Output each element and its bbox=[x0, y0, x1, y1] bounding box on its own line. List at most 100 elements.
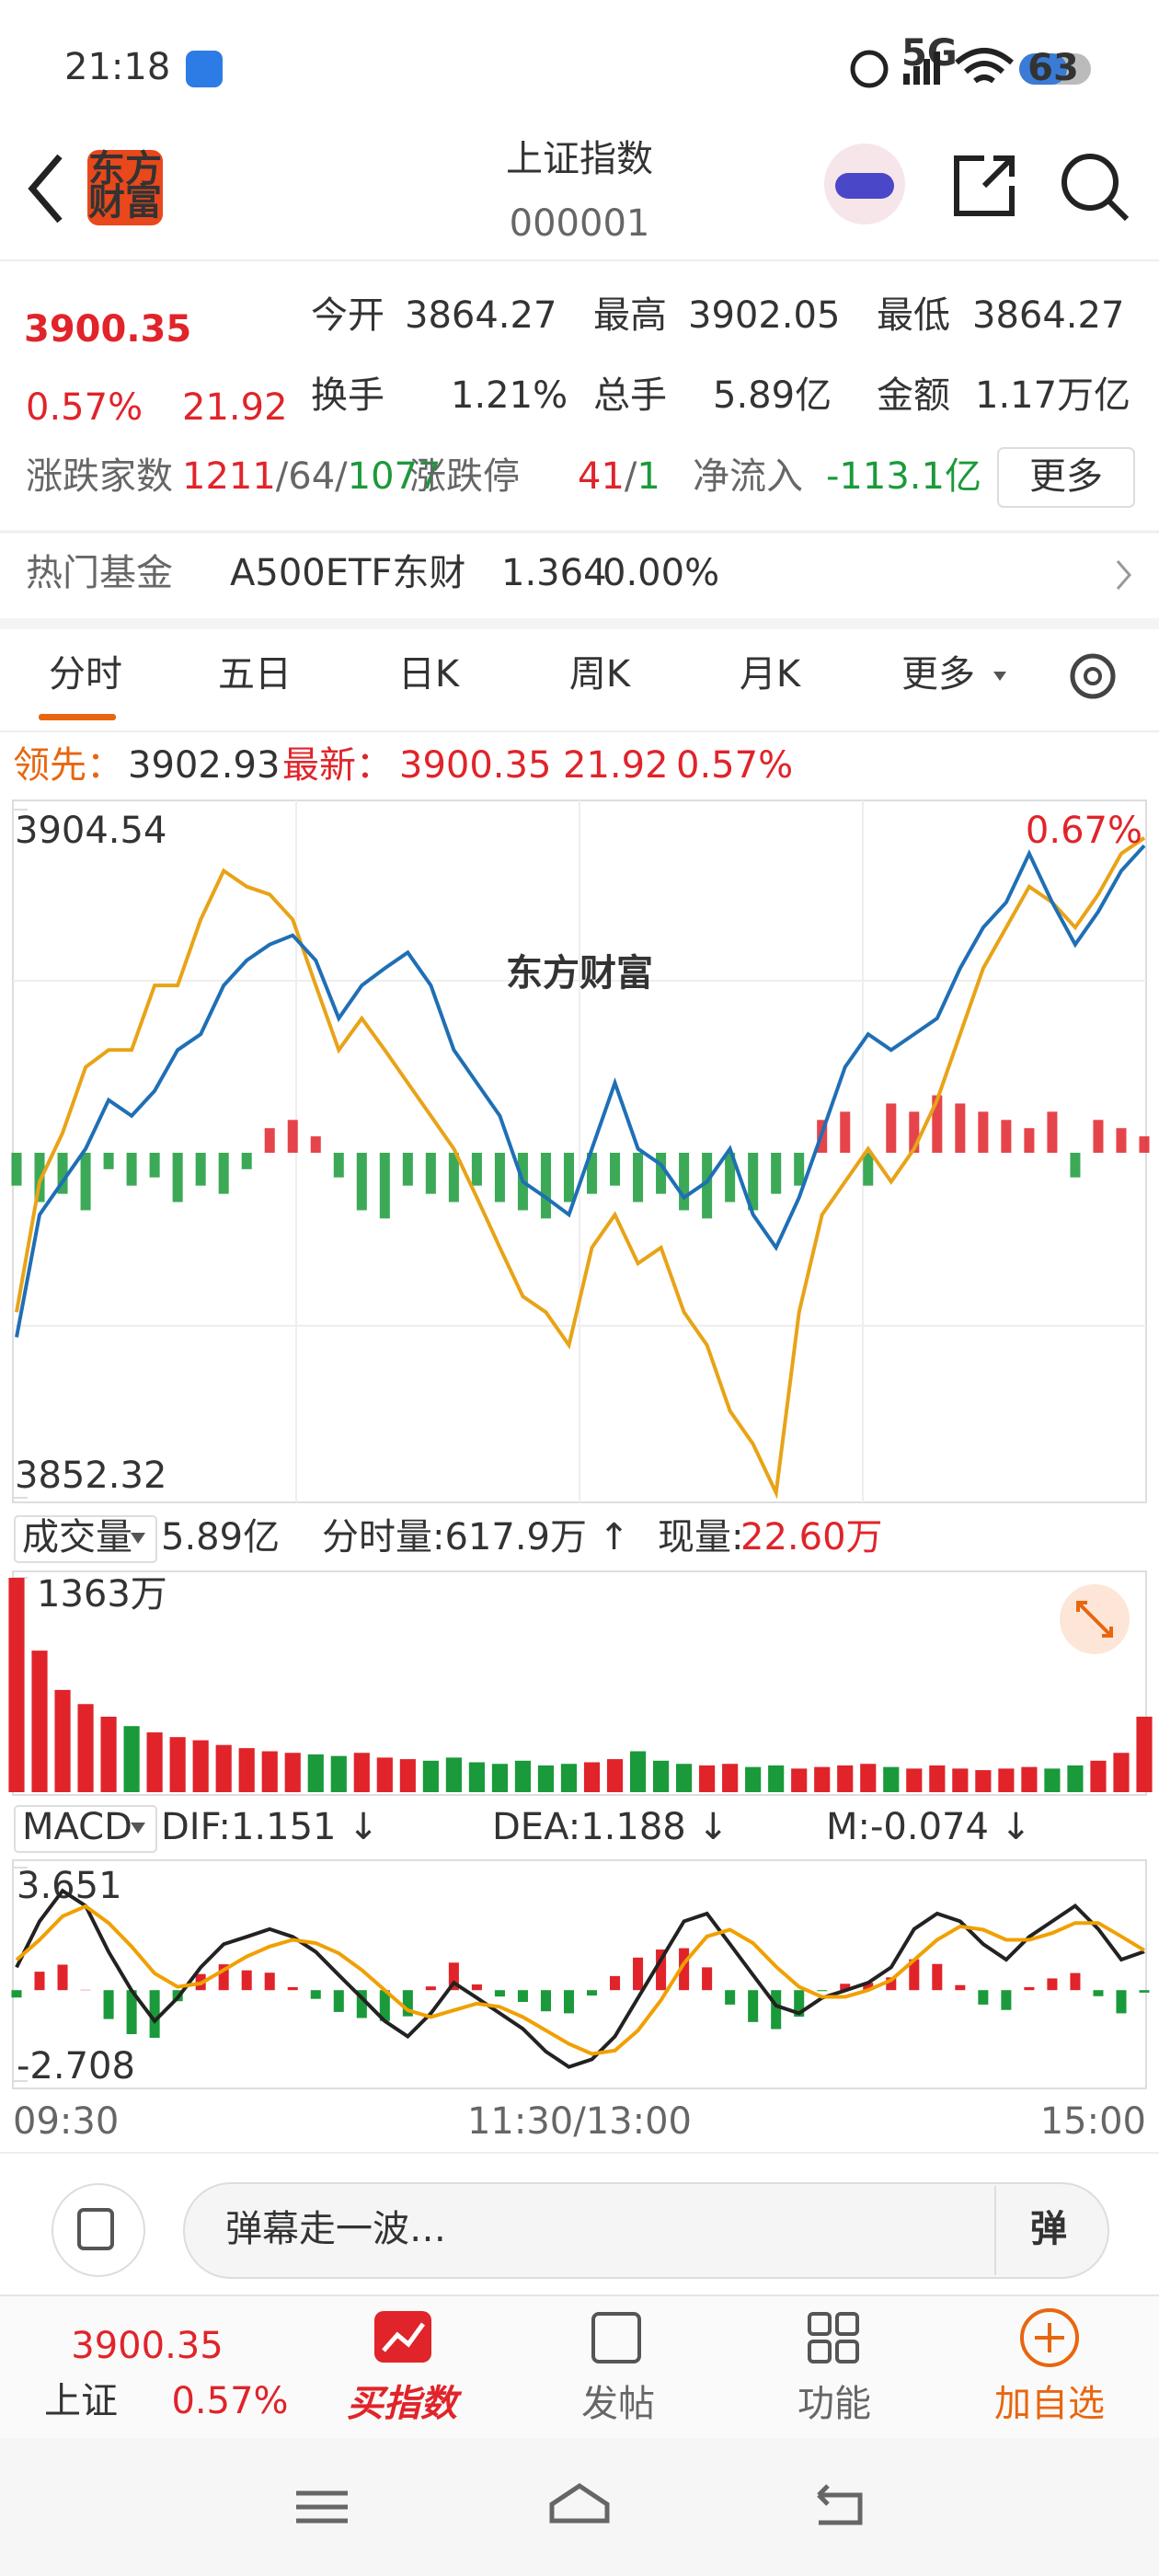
menu-button[interactable] bbox=[296, 2490, 348, 2524]
macd-bar bbox=[241, 1970, 252, 1991]
volume-bar bbox=[169, 1737, 186, 1792]
hot-fund-label: 热门基金 bbox=[26, 552, 173, 594]
back-button[interactable] bbox=[28, 154, 63, 224]
volume-bar bbox=[468, 1762, 485, 1792]
breadth-up: 1211 bbox=[182, 455, 276, 498]
nav-change: 0.57% bbox=[171, 2380, 288, 2422]
macd-bar bbox=[1070, 1972, 1081, 1991]
comment-settings-icon bbox=[77, 2208, 114, 2250]
more-button[interactable] bbox=[997, 447, 1135, 508]
latest-change: 21.92 bbox=[563, 744, 669, 787]
volume-selector[interactable] bbox=[14, 1515, 157, 1563]
danmaku-button[interactable]: 弹 bbox=[1030, 2208, 1067, 2250]
fund-chevron[interactable] bbox=[1116, 560, 1131, 590]
macd-bar bbox=[448, 1962, 459, 1991]
macd-bar bbox=[702, 1967, 713, 1991]
volume-bar bbox=[238, 1748, 255, 1792]
macd-bar bbox=[34, 1972, 45, 1991]
breadth-bar bbox=[80, 1153, 91, 1211]
volume-bar bbox=[399, 1759, 416, 1792]
stat-label: 金额 bbox=[877, 374, 950, 417]
nav-price: 3900.35 bbox=[71, 2325, 223, 2367]
volume-chart: 1363万 bbox=[8, 1573, 1153, 1792]
share-button[interactable] bbox=[954, 155, 1015, 216]
volume-bar bbox=[906, 1768, 923, 1792]
macd-bar bbox=[149, 1990, 160, 2039]
volume-bar bbox=[745, 1766, 762, 1792]
breadth-bar bbox=[840, 1111, 851, 1153]
tab[interactable]: 五日 bbox=[218, 653, 292, 696]
macd-bar bbox=[103, 1990, 114, 2019]
volume-bar bbox=[676, 1764, 693, 1792]
breadth-bar bbox=[633, 1153, 644, 1202]
nav-item[interactable]: 发帖 bbox=[581, 2383, 655, 2425]
tab[interactable]: 分时 bbox=[49, 653, 122, 696]
inflow-label: 净流入 bbox=[693, 455, 803, 498]
series-line bbox=[15, 844, 1146, 1338]
y-tick-label: -2.708 bbox=[17, 2045, 135, 2087]
macd-bar bbox=[656, 1949, 667, 1991]
macd-selector[interactable] bbox=[14, 1805, 157, 1853]
macd-bar bbox=[563, 1990, 575, 2014]
tab[interactable]: 周K bbox=[569, 653, 632, 696]
volume-total: 5.89亿 bbox=[161, 1516, 280, 1558]
macd-bar bbox=[840, 1984, 851, 1991]
macd-bar bbox=[287, 1986, 298, 1991]
tab[interactable]: 日K bbox=[398, 653, 461, 696]
volume-bar bbox=[583, 1762, 601, 1792]
settings-button[interactable] bbox=[1070, 653, 1116, 699]
breadth-bar bbox=[725, 1153, 736, 1202]
dif-text: DIF:1.151 ↓ bbox=[161, 1806, 379, 1848]
macd-bar bbox=[955, 1984, 966, 1991]
breadth-bar bbox=[702, 1153, 713, 1219]
index-code: 000001 bbox=[510, 202, 650, 245]
macd-bar bbox=[909, 1959, 920, 1991]
macd-bar bbox=[932, 1963, 943, 1991]
volume-bar bbox=[192, 1740, 209, 1792]
tab[interactable]: 更多 bbox=[901, 653, 975, 696]
nav-item[interactable]: 功能 bbox=[798, 2383, 871, 2425]
breadth-bar bbox=[287, 1120, 298, 1153]
breadth-bar bbox=[748, 1153, 759, 1211]
nav-item[interactable]: 加自选 bbox=[994, 2383, 1105, 2425]
y-tick-label: 3904.54 bbox=[15, 810, 166, 852]
latest-change-pct: 0.57% bbox=[676, 744, 793, 787]
nav-item[interactable]: 买指数 bbox=[347, 2383, 463, 2425]
macd-bar bbox=[11, 1990, 22, 1998]
breadth-bar bbox=[794, 1153, 805, 1186]
search-button[interactable] bbox=[1061, 154, 1119, 211]
macd-chart: -2.708 3.651 bbox=[11, 1865, 1150, 2087]
volume-bar bbox=[699, 1765, 716, 1792]
home-button[interactable] bbox=[549, 2482, 610, 2524]
y-tick-label: 3852.32 bbox=[15, 1455, 166, 1497]
breadth-bar bbox=[1139, 1136, 1150, 1153]
macd-frame bbox=[12, 1859, 1147, 2089]
limit-sep: / bbox=[625, 455, 637, 498]
tab[interactable]: 月K bbox=[740, 653, 802, 696]
breadth-bar bbox=[771, 1153, 782, 1194]
comment-settings[interactable] bbox=[52, 2183, 145, 2277]
volume-bar bbox=[814, 1766, 831, 1792]
volume-bar bbox=[629, 1751, 647, 1792]
add-icon bbox=[1020, 2308, 1079, 2367]
macd-bar bbox=[264, 1972, 275, 1991]
breadth-bar bbox=[379, 1153, 390, 1219]
macd-bar bbox=[748, 1990, 759, 2022]
volume-bar bbox=[284, 1753, 301, 1792]
volume-bar bbox=[307, 1754, 324, 1792]
volume-bar bbox=[606, 1759, 624, 1792]
volume-bar bbox=[330, 1755, 347, 1792]
breadth-bar bbox=[425, 1153, 436, 1194]
macd-bar bbox=[471, 1984, 482, 1991]
watermark: 东方财富 bbox=[506, 952, 653, 995]
y-tick-label: 1363万 bbox=[37, 1573, 167, 1616]
breadth-bar bbox=[886, 1103, 897, 1153]
macd-bar bbox=[1024, 1986, 1035, 1991]
breadth-bar bbox=[563, 1153, 575, 1202]
stat-value: 5.89亿 bbox=[713, 374, 832, 417]
breadth-bar bbox=[1070, 1153, 1081, 1178]
comment-input[interactable] bbox=[183, 2182, 1109, 2279]
back-system-button[interactable] bbox=[817, 2484, 863, 2525]
time-label: 11:30/13:00 bbox=[467, 2100, 692, 2143]
latest-value: 3900.35 bbox=[399, 744, 551, 787]
